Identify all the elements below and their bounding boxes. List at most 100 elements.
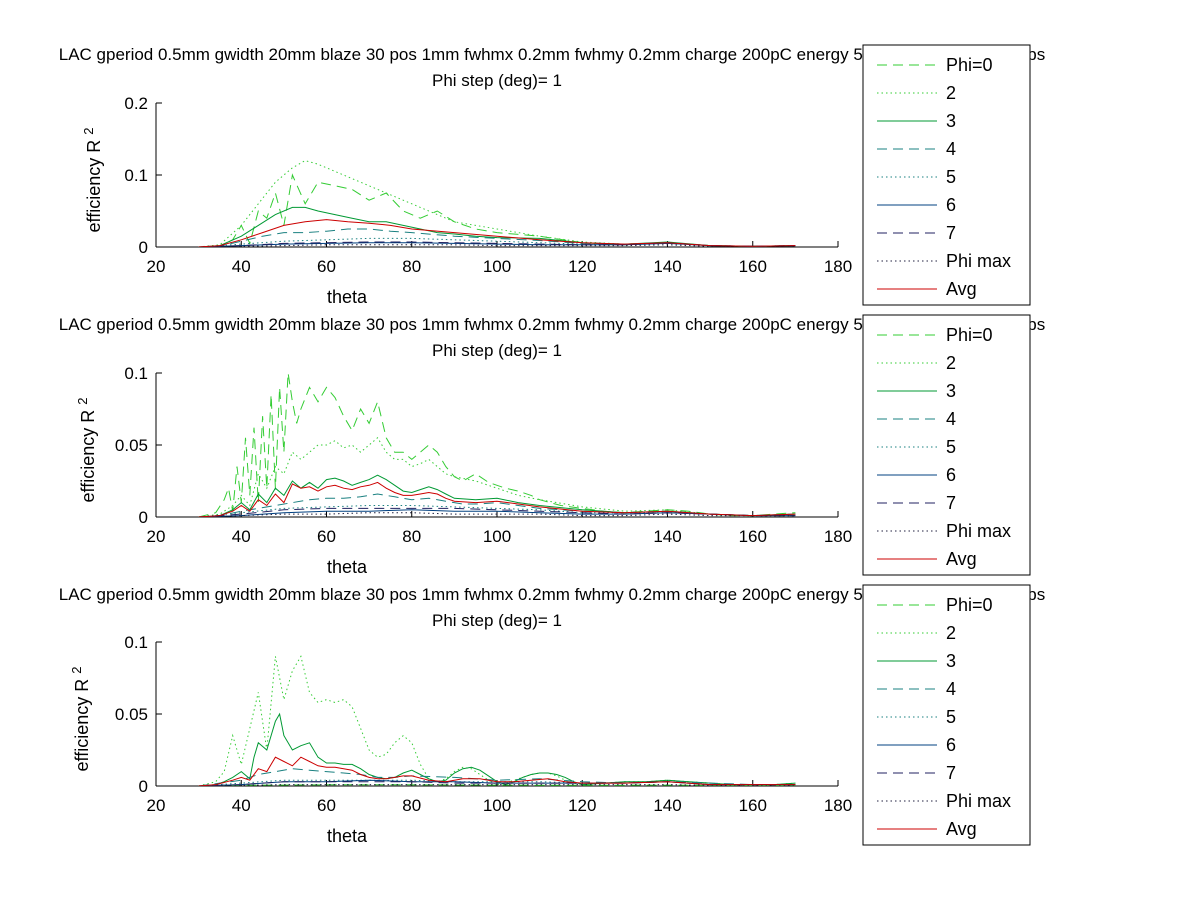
legend-label: Phi=0: [946, 55, 993, 75]
legend-label: 7: [946, 223, 956, 243]
x-tick-label: 20: [147, 527, 166, 546]
x-axis-label: theta: [327, 557, 368, 577]
series-line-5: [198, 779, 796, 786]
y-tick-label: 0.05: [115, 705, 148, 724]
series-group: [198, 655, 796, 786]
series-group: [198, 372, 796, 517]
legend-label: 6: [946, 195, 956, 215]
series-line-5: [198, 505, 796, 517]
x-tick-label: 160: [739, 257, 767, 276]
series-group: [198, 160, 796, 247]
x-tick-label: 40: [232, 527, 251, 546]
legend-box: [862, 314, 1031, 576]
x-tick-label: 160: [739, 796, 767, 815]
legend-label: 3: [946, 111, 956, 131]
x-tick-label: 100: [483, 796, 511, 815]
chart-title: LAC gperiod 0.5mm gwidth 20mm blaze 30 p…: [59, 315, 1045, 334]
y-axis-label: efficiency R 2: [69, 667, 93, 772]
y-tick-label: 0.2: [124, 94, 148, 113]
legend-label: 5: [946, 707, 956, 727]
series-line-3: [198, 712, 796, 786]
y-tick-label: 0.05: [115, 436, 148, 455]
x-tick-label: 160: [739, 527, 767, 546]
legend: Phi=0 2 3 4 5 6 7 Phi max Avg: [862, 314, 1031, 576]
y-tick-label: 0: [139, 238, 148, 257]
legend-label: 6: [946, 465, 956, 485]
legend-label: Avg: [946, 549, 977, 569]
y-tick-label: 0.1: [124, 166, 148, 185]
legend-label: 2: [946, 623, 956, 643]
legend: Phi=0 2 3 4 5 6 7 Phi max Avg: [862, 44, 1031, 306]
legend-label: Phi max: [946, 791, 1011, 811]
x-tick-label: 80: [402, 527, 421, 546]
x-axis-label: theta: [327, 287, 368, 307]
legend-label: 4: [946, 409, 956, 429]
legend-label: 4: [946, 139, 956, 159]
legend-label: 2: [946, 353, 956, 373]
legend-label: 2: [946, 83, 956, 103]
legend-label: Phi=0: [946, 595, 993, 615]
legend-label: 6: [946, 735, 956, 755]
legend-label: 4: [946, 679, 956, 699]
x-axis-label: theta: [327, 826, 368, 846]
y-axis-label-superscript: 2: [75, 398, 90, 405]
y-axis-label: efficiency R 2: [75, 398, 99, 503]
legend-label: 7: [946, 763, 956, 783]
chart-panel-1: LAC gperiod 0.5mm gwidth 20mm blaze 30 p…: [59, 45, 1045, 307]
x-tick-label: 60: [317, 257, 336, 276]
legend-label: Phi max: [946, 251, 1011, 271]
chart-title: LAC gperiod 0.5mm gwidth 20mm blaze 30 p…: [59, 585, 1045, 604]
legend-label: Avg: [946, 819, 977, 839]
x-tick-label: 40: [232, 257, 251, 276]
x-tick-label: 140: [653, 527, 681, 546]
x-tick-label: 40: [232, 796, 251, 815]
series-line-phi-max: [198, 512, 796, 517]
legend-box: [862, 44, 1031, 306]
legend-label: 3: [946, 651, 956, 671]
x-tick-label: 100: [483, 257, 511, 276]
series-line-phi-max: [198, 784, 796, 786]
x-tick-label: 60: [317, 796, 336, 815]
y-tick-label: 0: [139, 508, 148, 527]
series-line-2: [198, 437, 796, 517]
series-line-avg: [198, 756, 796, 786]
x-tick-label: 20: [147, 796, 166, 815]
y-axis-label: efficiency R 2: [81, 128, 105, 233]
series-line-avg: [198, 219, 796, 247]
x-tick-label: 20: [147, 257, 166, 276]
x-tick-label: 80: [402, 257, 421, 276]
x-tick-label: 120: [568, 257, 596, 276]
y-tick-label: 0.1: [124, 364, 148, 383]
x-tick-label: 80: [402, 796, 421, 815]
x-tick-label: 180: [824, 257, 852, 276]
x-tick-label: 60: [317, 527, 336, 546]
legend-label: Phi=0: [946, 325, 993, 345]
legend-label: Avg: [946, 279, 977, 299]
series-line-phi-0: [198, 372, 796, 517]
x-tick-label: 120: [568, 796, 596, 815]
series-line-4: [198, 228, 796, 247]
chart-panel-2: LAC gperiod 0.5mm gwidth 20mm blaze 30 p…: [59, 315, 1045, 577]
chart-subtitle: Phi step (deg)= 1: [432, 71, 562, 90]
x-tick-label: 140: [653, 257, 681, 276]
x-tick-label: 120: [568, 527, 596, 546]
y-tick-label: 0.1: [124, 633, 148, 652]
series-line-phi-max: [198, 244, 796, 247]
chart-subtitle: Phi step (deg)= 1: [432, 611, 562, 630]
legend-label: 7: [946, 493, 956, 513]
x-tick-label: 180: [824, 796, 852, 815]
y-axis-label-superscript: 2: [81, 128, 96, 135]
series-line-5: [198, 237, 796, 247]
series-line-avg: [198, 481, 796, 517]
x-tick-label: 140: [653, 796, 681, 815]
legend-label: 3: [946, 381, 956, 401]
y-tick-label: 0: [139, 777, 148, 796]
legend-label: 5: [946, 167, 956, 187]
chart-subtitle: Phi step (deg)= 1: [432, 341, 562, 360]
series-line-2: [198, 160, 796, 247]
series-line-2: [198, 655, 796, 786]
legend: Phi=0 2 3 4 5 6 7 Phi max Avg: [862, 584, 1031, 846]
legend-box: [862, 584, 1031, 846]
chart-title: LAC gperiod 0.5mm gwidth 20mm blaze 30 p…: [59, 45, 1045, 64]
